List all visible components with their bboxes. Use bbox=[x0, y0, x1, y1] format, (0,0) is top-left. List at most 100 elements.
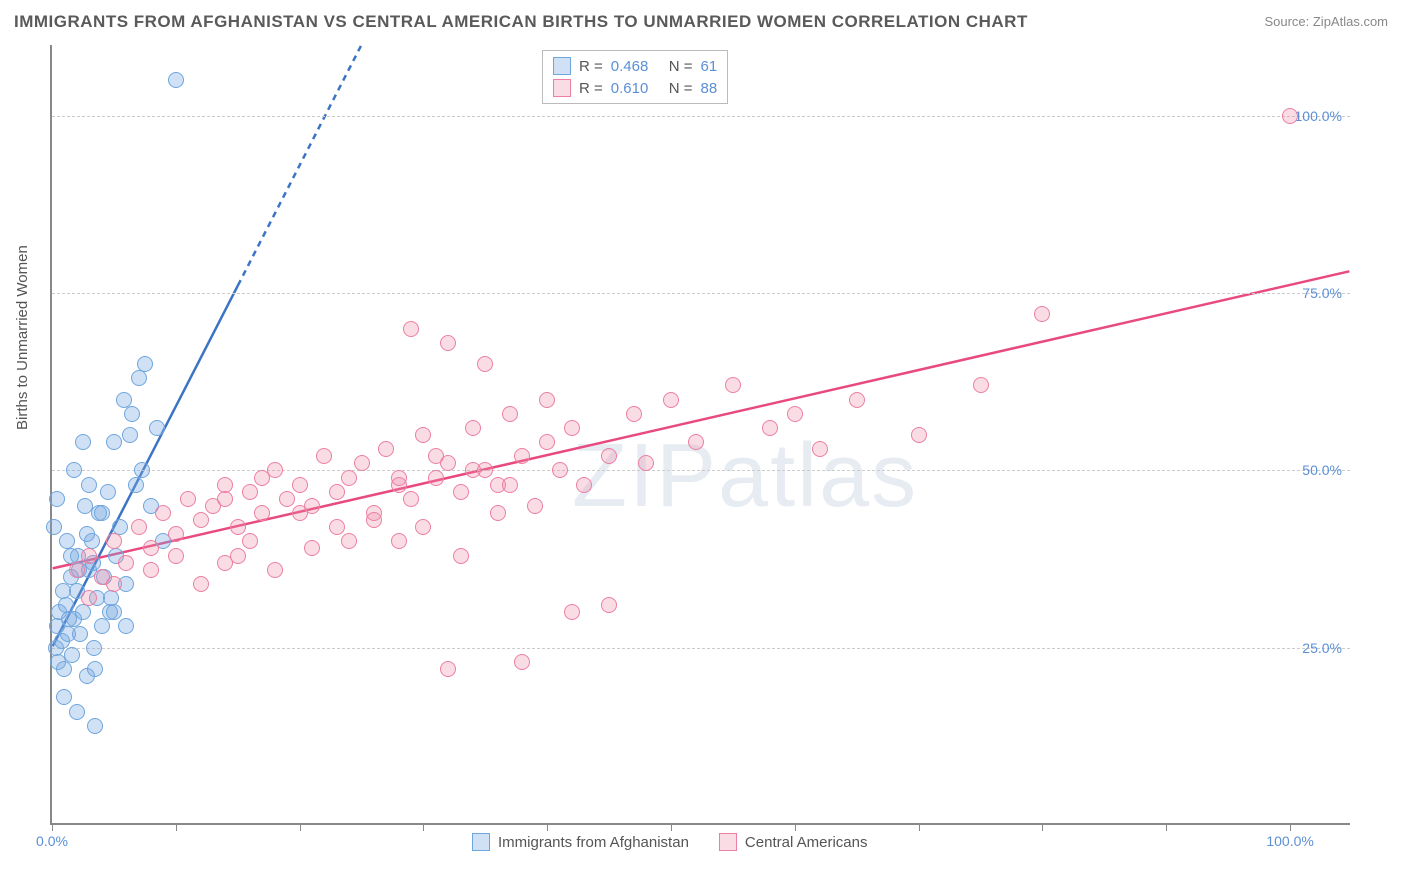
data-point-afghanistan bbox=[69, 704, 85, 720]
data-point-afghanistan bbox=[94, 618, 110, 634]
legend-n-label: N = bbox=[669, 80, 693, 97]
data-point-central bbox=[230, 519, 246, 535]
data-point-central bbox=[465, 462, 481, 478]
x-tick bbox=[52, 823, 53, 831]
data-point-central bbox=[254, 470, 270, 486]
y-tick-label: 75.0% bbox=[1302, 285, 1342, 301]
data-point-central bbox=[168, 526, 184, 542]
data-point-central bbox=[601, 448, 617, 464]
data-point-central bbox=[217, 491, 233, 507]
data-point-central bbox=[391, 533, 407, 549]
data-point-afghanistan bbox=[103, 590, 119, 606]
data-point-central bbox=[1282, 108, 1298, 124]
data-point-central bbox=[391, 470, 407, 486]
data-point-central bbox=[453, 548, 469, 564]
data-point-central bbox=[403, 491, 419, 507]
data-point-central bbox=[254, 505, 270, 521]
data-point-central bbox=[564, 604, 580, 620]
data-point-afghanistan bbox=[122, 427, 138, 443]
x-tick bbox=[423, 823, 424, 831]
data-point-central bbox=[267, 562, 283, 578]
x-tick bbox=[671, 823, 672, 831]
data-point-central bbox=[242, 533, 258, 549]
data-point-central bbox=[168, 548, 184, 564]
data-point-central bbox=[106, 533, 122, 549]
data-point-afghanistan bbox=[149, 420, 165, 436]
data-point-central bbox=[787, 406, 803, 422]
legend-r-label: R = bbox=[579, 80, 603, 97]
data-point-central bbox=[354, 455, 370, 471]
source-attribution: Source: ZipAtlas.com bbox=[1264, 14, 1388, 29]
gridline-horizontal bbox=[52, 293, 1350, 294]
data-point-central bbox=[341, 533, 357, 549]
trend-lines-layer bbox=[52, 45, 1350, 823]
data-point-central bbox=[143, 540, 159, 556]
data-point-central bbox=[812, 441, 828, 457]
data-point-central bbox=[292, 477, 308, 493]
data-point-central bbox=[415, 519, 431, 535]
gridline-horizontal bbox=[52, 116, 1350, 117]
data-point-central bbox=[81, 590, 97, 606]
data-point-afghanistan bbox=[94, 505, 110, 521]
data-point-central bbox=[725, 377, 741, 393]
data-point-central bbox=[193, 576, 209, 592]
x-tick bbox=[1290, 823, 1291, 831]
data-point-central bbox=[378, 441, 394, 457]
data-point-central bbox=[131, 519, 147, 535]
legend-swatch-icon bbox=[553, 57, 571, 75]
data-point-afghanistan bbox=[100, 484, 116, 500]
data-point-afghanistan bbox=[131, 370, 147, 386]
legend-n-value: 61 bbox=[701, 58, 718, 75]
data-point-afghanistan bbox=[87, 661, 103, 677]
data-point-afghanistan bbox=[124, 406, 140, 422]
data-point-central bbox=[279, 491, 295, 507]
data-point-afghanistan bbox=[79, 526, 95, 542]
data-point-central bbox=[477, 356, 493, 372]
legend-n-label: N = bbox=[669, 58, 693, 75]
legend-series-label: Central Americans bbox=[745, 834, 868, 851]
data-point-afghanistan bbox=[106, 604, 122, 620]
data-point-central bbox=[440, 335, 456, 351]
data-point-afghanistan bbox=[81, 477, 97, 493]
x-tick bbox=[1042, 823, 1043, 831]
data-point-central bbox=[366, 512, 382, 528]
x-tick bbox=[300, 823, 301, 831]
data-point-afghanistan bbox=[168, 72, 184, 88]
data-point-central bbox=[329, 519, 345, 535]
data-point-afghanistan bbox=[56, 689, 72, 705]
data-point-central bbox=[564, 420, 580, 436]
y-tick-label: 50.0% bbox=[1302, 462, 1342, 478]
data-point-central bbox=[490, 505, 506, 521]
y-tick-label: 100.0% bbox=[1295, 108, 1342, 124]
data-point-central bbox=[849, 392, 865, 408]
data-point-afghanistan bbox=[72, 626, 88, 642]
correlation-legend: R =0.468N =61R =0.610N =88 bbox=[542, 50, 728, 104]
gridline-horizontal bbox=[52, 470, 1350, 471]
legend-swatch-icon bbox=[553, 79, 571, 97]
data-point-central bbox=[106, 576, 122, 592]
data-point-central bbox=[316, 448, 332, 464]
x-tick bbox=[176, 823, 177, 831]
data-point-central bbox=[155, 505, 171, 521]
data-point-central bbox=[453, 484, 469, 500]
y-tick-label: 25.0% bbox=[1302, 640, 1342, 656]
data-point-central bbox=[502, 406, 518, 422]
legend-swatch-icon bbox=[472, 833, 490, 851]
data-point-central bbox=[143, 562, 159, 578]
legend-n-value: 88 bbox=[701, 80, 718, 97]
data-point-central bbox=[626, 406, 642, 422]
legend-series-label: Immigrants from Afghanistan bbox=[498, 834, 689, 851]
data-point-afghanistan bbox=[87, 718, 103, 734]
x-tick bbox=[919, 823, 920, 831]
watermark-text: ZIPatlas bbox=[572, 425, 918, 528]
data-point-central bbox=[217, 555, 233, 571]
data-point-central bbox=[973, 377, 989, 393]
x-tick bbox=[795, 823, 796, 831]
data-point-central bbox=[539, 392, 555, 408]
x-tick-label: 100.0% bbox=[1266, 833, 1313, 849]
legend-bottom-item-central: Central Americans bbox=[719, 833, 868, 851]
data-point-central bbox=[539, 434, 555, 450]
data-point-central bbox=[514, 654, 530, 670]
data-point-afghanistan bbox=[75, 434, 91, 450]
data-point-afghanistan bbox=[128, 477, 144, 493]
